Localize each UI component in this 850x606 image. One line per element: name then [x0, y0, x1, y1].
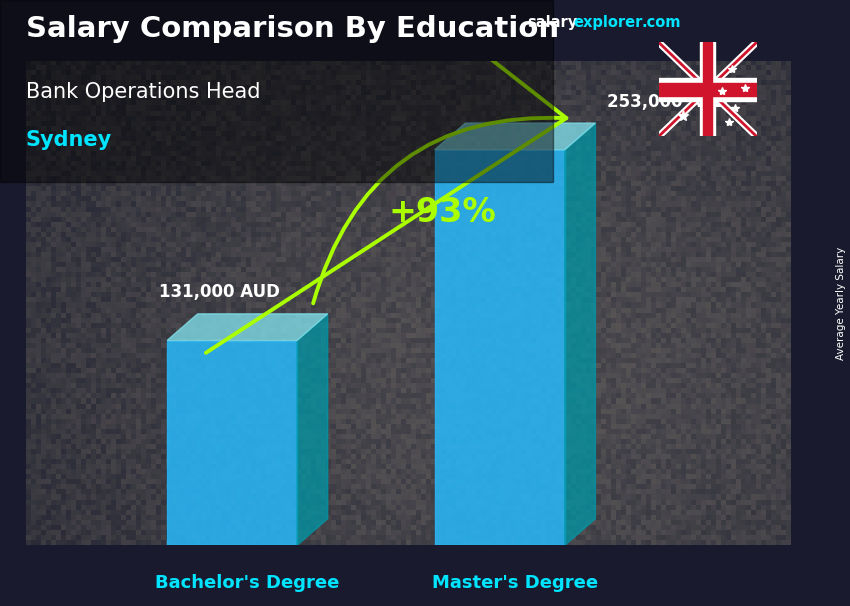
Polygon shape — [564, 123, 595, 545]
Text: .com: .com — [642, 15, 681, 30]
Bar — [659, 83, 756, 96]
Text: Bank Operations Head: Bank Operations Head — [26, 82, 260, 102]
Bar — [659, 78, 756, 101]
Polygon shape — [434, 123, 595, 150]
Text: explorer: explorer — [573, 15, 643, 30]
Text: Sydney: Sydney — [26, 130, 111, 150]
Text: Salary Comparison By Education: Salary Comparison By Education — [26, 15, 558, 43]
Bar — [703, 42, 712, 136]
Text: salary: salary — [527, 15, 577, 30]
Text: Bachelor's Degree: Bachelor's Degree — [156, 573, 339, 591]
Text: 253,000 AUD: 253,000 AUD — [607, 93, 728, 110]
Text: 131,000 AUD: 131,000 AUD — [159, 284, 280, 301]
Polygon shape — [167, 341, 298, 545]
Polygon shape — [434, 150, 564, 545]
FancyArrowPatch shape — [206, 0, 566, 353]
Bar — [700, 42, 716, 136]
Text: Master's Degree: Master's Degree — [432, 573, 598, 591]
Text: Average Yearly Salary: Average Yearly Salary — [836, 247, 846, 359]
Text: +93%: +93% — [388, 196, 496, 228]
Polygon shape — [167, 314, 327, 341]
Polygon shape — [298, 314, 327, 545]
